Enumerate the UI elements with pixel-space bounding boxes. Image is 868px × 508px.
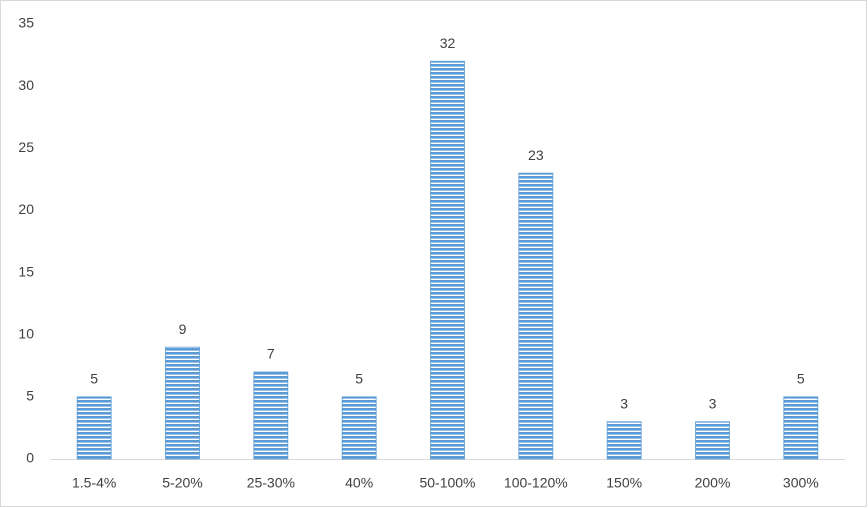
data-label: 7 bbox=[267, 346, 275, 362]
bar bbox=[606, 421, 642, 460]
x-tick-label: 1.5-4% bbox=[72, 475, 116, 491]
bar bbox=[783, 396, 819, 460]
data-label: 5 bbox=[90, 371, 98, 387]
x-tick-label: 200% bbox=[695, 475, 731, 491]
x-tick-label: 50-100% bbox=[419, 475, 475, 491]
data-label: 3 bbox=[709, 395, 717, 411]
y-tick-label: 30 bbox=[18, 77, 34, 93]
data-label: 3 bbox=[620, 395, 628, 411]
data-label: 5 bbox=[355, 371, 363, 387]
y-tick-label: 25 bbox=[18, 139, 34, 155]
x-tick-label: 300% bbox=[783, 475, 819, 491]
bar bbox=[518, 172, 554, 460]
y-tick-label: 0 bbox=[26, 450, 34, 466]
x-tick-label: 5-20% bbox=[162, 475, 202, 491]
bar bbox=[165, 346, 200, 460]
x-tick-label: 150% bbox=[606, 475, 642, 491]
data-label: 32 bbox=[440, 35, 456, 51]
bar bbox=[430, 60, 465, 460]
bar bbox=[695, 421, 730, 460]
bar bbox=[253, 371, 289, 460]
bar bbox=[341, 396, 377, 460]
y-tick-label: 35 bbox=[18, 15, 34, 31]
x-tick-label: 40% bbox=[345, 475, 373, 491]
data-label: 9 bbox=[179, 321, 187, 337]
data-label: 5 bbox=[797, 371, 805, 387]
bar bbox=[76, 396, 112, 460]
y-tick-label: 15 bbox=[18, 263, 34, 279]
y-tick-label: 10 bbox=[18, 325, 34, 341]
y-tick-label: 20 bbox=[18, 201, 34, 217]
x-tick-label: 25-30% bbox=[247, 475, 295, 491]
x-tick-label: 100-120% bbox=[504, 475, 568, 491]
y-tick-label: 5 bbox=[26, 388, 34, 404]
data-label: 23 bbox=[528, 147, 544, 163]
